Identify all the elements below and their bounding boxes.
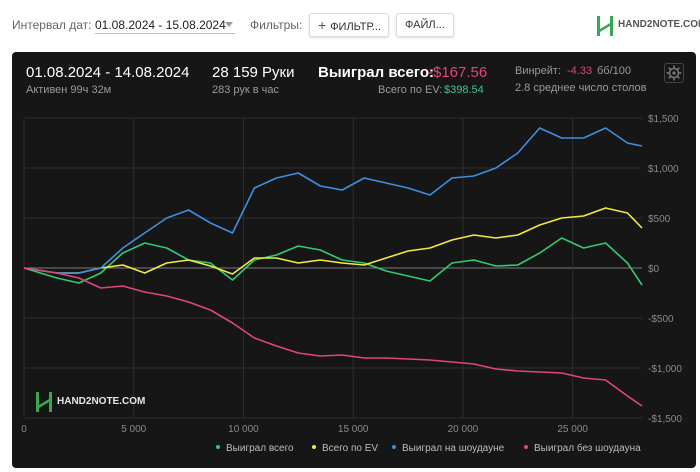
legend-item-non-showdown[interactable]: Выиграл без шоудауна [524, 443, 641, 454]
series-line-non-showdown [23, 267, 643, 407]
date-range-label: Интервал дат: [12, 18, 92, 32]
y-tick-label: -$500 [648, 314, 674, 325]
won-value: -$167.56 [428, 64, 488, 81]
series-line-total [23, 237, 643, 286]
ev-label: Всего по EV: [378, 84, 443, 96]
legend-label-showdown: Выиграл на шоудауне [402, 443, 505, 454]
legend-dot-showdown [392, 445, 396, 450]
y-tick-label: $1,500 [648, 114, 679, 125]
date-range-select[interactable]: 01.08.2024 - 15.08.2024 [95, 14, 235, 34]
x-tick-label: 0 [21, 424, 27, 435]
legend-dot-ev [312, 445, 316, 450]
profit-chart: 0 5 000 10 000 15 000 20 000 25 000 $1,500 $1,… [21, 114, 682, 435]
filter-button[interactable]: + ФИЛЬТР... [309, 13, 389, 37]
graph-panel: 01.08.2024 - 14.08.2024 Активен 99ч 32м … [12, 52, 696, 468]
hands-count: 28 159 Руки [212, 64, 295, 81]
settings-button[interactable] [664, 63, 684, 83]
chevron-down-icon [225, 22, 233, 27]
legend-item-showdown[interactable]: Выиграл на шоудауне [392, 443, 504, 454]
logo-text: HAND2NOTE.COM [618, 19, 700, 30]
watermark-text: HAND2NOTE.COM [57, 396, 146, 407]
filter-button-label: ФИЛЬТР... [330, 21, 381, 33]
plus-icon: + [318, 17, 327, 33]
hands-per-hour: 283 рук в час [212, 84, 280, 96]
x-tick-label: 10 000 [228, 424, 259, 435]
y-tick-label: $1,000 [648, 164, 679, 175]
winrate-unit: бб/100 [597, 65, 632, 77]
avg-tables: 2.8 среднее число столов [515, 82, 647, 94]
date-range-value: 01.08.2024 - 15.08.2024 [95, 18, 226, 32]
legend-item-ev[interactable]: Всего по EV [312, 443, 378, 454]
date-range-underline [95, 33, 235, 34]
y-tick-label: -$1,000 [648, 364, 682, 375]
y-tick-label: -$1,500 [648, 414, 682, 425]
top-toolbar: Интервал дат: 01.08.2024 - 15.08.2024 Фи… [0, 0, 700, 50]
x-tick-label: 20 000 [448, 424, 479, 435]
x-tick-label: 5 000 [121, 424, 146, 435]
y-tick-label: $0 [648, 264, 660, 275]
period-value: 01.08.2024 - 14.08.2024 [26, 64, 190, 81]
legend-label-non-showdown: Выиграл без шоудауна [534, 443, 641, 454]
x-tick-label: 15 000 [338, 424, 369, 435]
files-button-label: ФАЙЛ... [405, 19, 445, 31]
legend-dot-total [216, 445, 220, 450]
x-tick-label: 25 000 [557, 424, 588, 435]
active-time: Активен 99ч 32м [26, 84, 112, 96]
hand2note-logo: HAND2NOTE.COM [596, 15, 700, 37]
hand2note-logo-icon [597, 16, 613, 36]
winrate-value: -4.33 [567, 65, 593, 77]
legend-label-ev: Всего по EV [322, 443, 379, 454]
legend-dot-non-showdown [524, 445, 528, 450]
gear-icon [666, 65, 682, 81]
ev-value: $398.54 [444, 84, 484, 96]
watermark-logo-icon [36, 392, 52, 412]
legend-item-total[interactable]: Выиграл всего [216, 443, 294, 454]
filters-label: Фильтры: [250, 18, 303, 32]
legend-label-total: Выиграл всего [226, 443, 294, 454]
winrate-label: Винрейт: [515, 65, 562, 77]
series-line-showdown [23, 127, 643, 274]
y-tick-label: $500 [648, 214, 671, 225]
series-line-ev [23, 207, 643, 275]
files-button[interactable]: ФАЙЛ... [396, 13, 454, 37]
won-label: Выиграл всего: [318, 64, 435, 81]
